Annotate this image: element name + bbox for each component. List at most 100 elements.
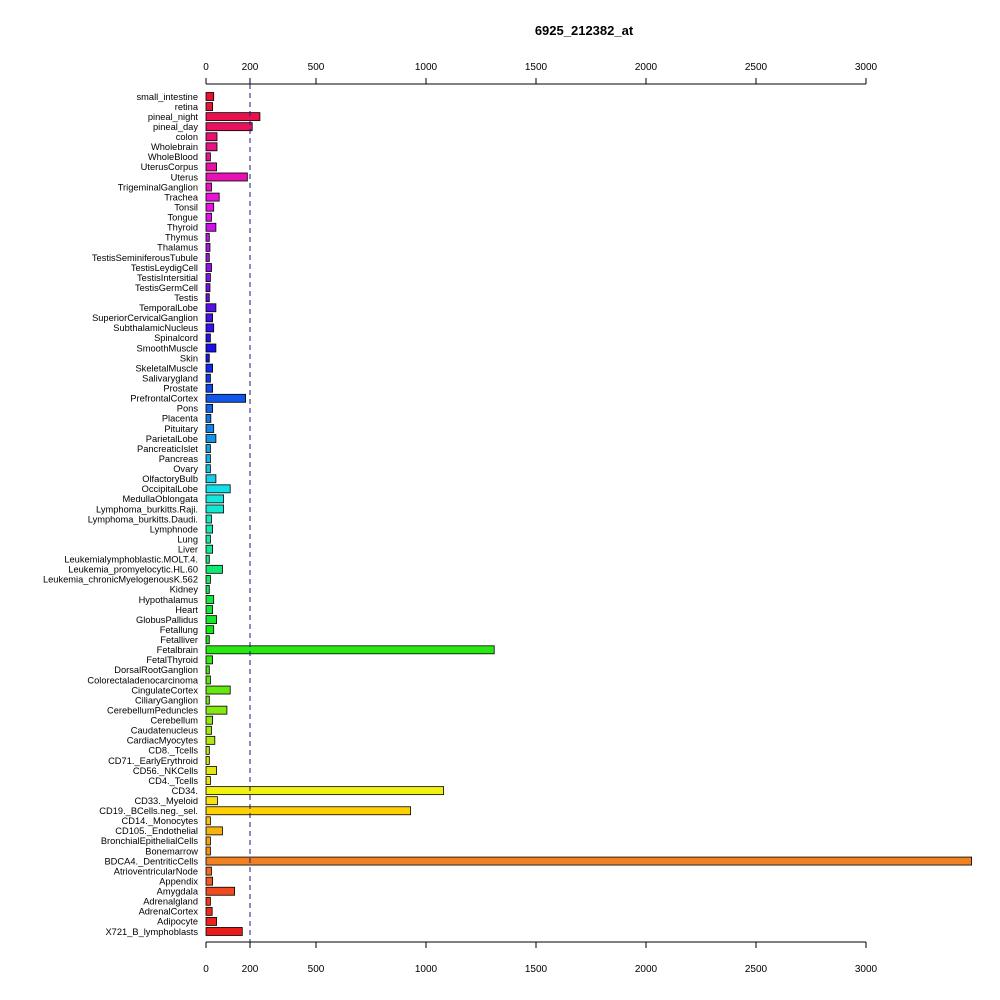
category-label: CD4._Tcells <box>148 776 198 786</box>
category-label: Spinalcord <box>154 333 198 343</box>
category-label: Kidney <box>170 585 199 595</box>
bar <box>205 625 215 635</box>
bar <box>205 886 236 896</box>
tick-label: 1000 <box>415 964 438 975</box>
bar <box>205 675 211 685</box>
bar <box>205 464 211 474</box>
tick-label: 1500 <box>525 964 548 975</box>
bar <box>205 182 212 192</box>
category-label: Colorectaladenocarcinoma <box>87 675 198 685</box>
category-label: WholeBlood <box>148 152 198 162</box>
category-label: Fetallung <box>160 625 198 635</box>
bar <box>205 665 210 675</box>
category-label: Ovary <box>173 464 198 474</box>
bar <box>205 424 215 433</box>
category-label: CD105._Endothelial <box>115 826 198 836</box>
tick-label: 500 <box>308 62 325 73</box>
tick-label: 2000 <box>635 964 658 975</box>
bar <box>205 303 217 313</box>
tick-label: 3000 <box>855 964 878 975</box>
bar <box>205 102 213 111</box>
category-label: TestisIntersitial <box>137 273 198 283</box>
category-label: Skin <box>180 353 198 363</box>
tick-label: 0 <box>203 964 209 975</box>
category-label: PrefrontalCortex <box>130 394 198 404</box>
bar <box>205 162 217 172</box>
category-label: CD56._NKCells <box>133 766 198 776</box>
category-label: Pancreas <box>159 454 199 464</box>
category-label: GlobusPallidus <box>136 615 198 625</box>
bar <box>205 756 210 765</box>
bar <box>205 142 218 152</box>
category-label: TestisSeminiferousTubule <box>92 253 198 263</box>
category-label: Leukemialymphoblastic.MOLT.4. <box>64 555 198 565</box>
bar <box>205 695 210 705</box>
bar <box>205 585 210 594</box>
bar <box>205 263 212 272</box>
category-label: TestisGermCell <box>135 283 198 293</box>
bar <box>205 655 213 665</box>
category-label: TestisLeydigCell <box>131 263 198 273</box>
tick-label: 2000 <box>635 62 658 73</box>
category-label: TrigeminalGanglion <box>118 182 198 192</box>
bar <box>205 474 217 484</box>
bar <box>205 313 213 323</box>
category-label: Wholebrain <box>151 142 198 152</box>
bottom-x-axis: 0 200 500 1000 1500 2000 2500 3000 <box>203 941 878 975</box>
bar <box>205 846 211 856</box>
category-label: Hypothalamus <box>139 595 199 605</box>
tick-label: 0 <box>203 62 209 73</box>
category-label: colon <box>176 132 198 142</box>
bar <box>205 152 211 162</box>
category-label: Appendix <box>159 876 198 886</box>
category-label: Tonsil <box>174 202 198 212</box>
bar <box>205 514 212 524</box>
bar <box>205 494 225 504</box>
category-label: Heart <box>175 605 198 615</box>
category-label: Adrenalgland <box>143 897 198 907</box>
category-label: Trachea <box>164 192 199 202</box>
bar <box>205 806 412 816</box>
bar <box>205 645 495 655</box>
category-label: SubthalamicNucleus <box>113 323 198 333</box>
category-label: Leukemia_chronicMyelogenousK.562 <box>43 575 198 585</box>
category-label: DorsalRootGanglion <box>114 665 198 675</box>
bar <box>205 222 217 232</box>
category-label: UterusCorpus <box>141 162 199 172</box>
category-label: CardiacMyocytes <box>127 736 199 746</box>
category-label: retina <box>175 102 199 112</box>
bar <box>205 504 225 514</box>
tick-label: 500 <box>308 964 325 975</box>
category-label: Amygdala <box>157 887 199 897</box>
category-label: CiliaryGanglion <box>135 695 198 705</box>
bar <box>205 534 211 544</box>
bar <box>205 635 210 645</box>
bar <box>205 927 243 936</box>
bar <box>205 715 213 725</box>
category-label: OccipitalLobe <box>142 484 198 494</box>
category-label: BDCA4._DentriticCells <box>104 856 198 866</box>
bar <box>205 92 215 101</box>
bar <box>205 434 217 443</box>
bar <box>205 725 212 735</box>
category-label: pineal_day <box>153 122 198 132</box>
tick-label: 200 <box>242 62 259 73</box>
category-label: Lymphoma_burkitts.Daudi. <box>88 514 198 524</box>
category-label: Thyroid <box>167 223 198 233</box>
bar <box>205 685 231 695</box>
category-label: CD19._BCells.neg._sel. <box>99 806 198 816</box>
bar <box>205 544 213 554</box>
bar <box>205 574 211 584</box>
category-label: CD71._EarlyErythroid <box>108 756 198 766</box>
bar <box>205 917 217 926</box>
category-label: Salivarygland <box>142 373 198 383</box>
category-label: X721_B_lymphoblasts <box>105 927 198 937</box>
bar <box>205 242 211 252</box>
category-label: Leukemia_promyelocytic.HL.60 <box>68 565 198 575</box>
bar <box>205 112 261 122</box>
bar <box>205 122 253 132</box>
bar <box>205 383 213 393</box>
category-label: Uterus <box>171 172 199 182</box>
tick-label: 1500 <box>525 62 548 73</box>
bars-group <box>205 92 972 936</box>
